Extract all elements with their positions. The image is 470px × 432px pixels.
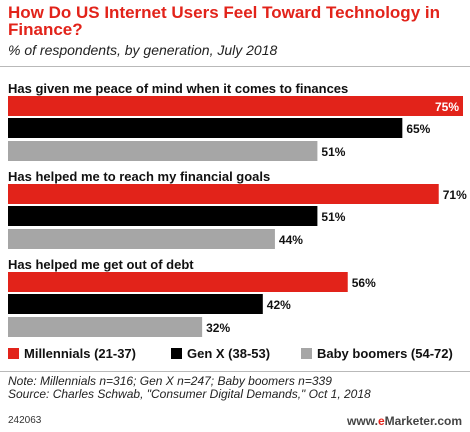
category-label: Has given me peace of mind when it comes…	[8, 81, 348, 96]
bar	[8, 229, 275, 249]
data-label: 51%	[321, 145, 345, 159]
chart-subtitle: % of respondents, by generation, July 20…	[8, 42, 278, 58]
brand-prefix: www.	[347, 414, 378, 428]
legend-item-boomers: Baby boomers (54-72)	[301, 346, 453, 361]
legend-swatch-boomers	[301, 348, 312, 359]
category-label: Has helped me to reach my financial goal…	[8, 169, 270, 184]
chart-notes: Note: Millennials n=316; Gen X n=247; Ba…	[8, 375, 371, 401]
data-label: 44%	[279, 233, 303, 247]
brand-e: e	[377, 414, 385, 428]
sample-note: Note: Millennials n=316; Gen X n=247; Ba…	[8, 374, 332, 388]
bar	[8, 206, 318, 226]
legend-item-genx: Gen X (38-53)	[171, 346, 270, 361]
data-label: 71%	[443, 188, 467, 202]
legend-label-genx: Gen X (38-53)	[187, 346, 271, 361]
bar	[8, 96, 463, 116]
legend-label-boomers: Baby boomers (54-72)	[317, 346, 453, 361]
legend-swatch-genx	[171, 348, 182, 359]
data-label: 56%	[352, 276, 376, 290]
bottom-divider	[0, 371, 470, 372]
chart-title: How Do US Internet Users Feel Toward Tec…	[8, 3, 440, 39]
data-label: 32%	[206, 321, 230, 335]
bar	[8, 317, 203, 337]
data-label: 51%	[321, 210, 345, 224]
bar	[8, 141, 318, 161]
data-label: 75%	[435, 100, 459, 114]
category-label: Has helped me get out of debt	[8, 257, 194, 272]
legend-swatch-millennials	[8, 348, 19, 359]
top-divider	[0, 66, 470, 67]
figure-id: 242063	[8, 415, 42, 426]
bar	[8, 294, 263, 314]
data-label: 42%	[267, 298, 291, 312]
brand-rest: Marketer.com	[384, 414, 462, 428]
bar-chart: Has given me peace of mind when it comes…	[8, 81, 467, 337]
legend-item-millennials: Millennials (21-37)	[8, 346, 136, 361]
bar	[8, 118, 403, 138]
emarketer-link[interactable]: www.eMarketer.com	[347, 414, 462, 428]
bar	[8, 184, 439, 204]
data-label: 65%	[406, 122, 430, 136]
source-note: Source: Charles Schwab, "Consumer Digita…	[8, 387, 371, 401]
legend-label-millennials: Millennials (21-37)	[24, 346, 136, 361]
bar	[8, 272, 348, 292]
